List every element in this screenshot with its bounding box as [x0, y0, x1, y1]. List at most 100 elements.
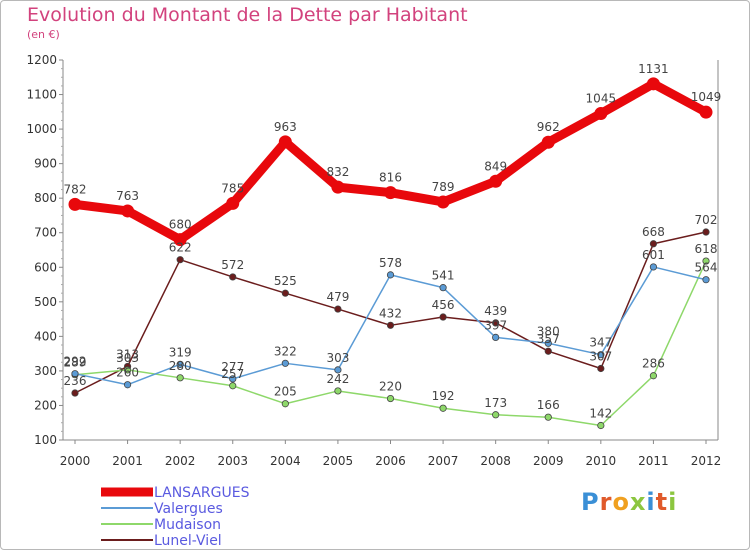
data-label: 1131 [638, 62, 669, 76]
data-point [597, 351, 605, 359]
data-label: 962 [537, 120, 560, 134]
data-point [176, 256, 184, 264]
data-label: 622 [169, 241, 192, 255]
data-label: 313 [116, 347, 139, 361]
data-label: 789 [432, 180, 455, 194]
data-label: 1045 [586, 92, 617, 106]
x-tick-label: 2006 [375, 454, 406, 468]
data-label: 668 [642, 225, 665, 239]
data-point [229, 375, 237, 383]
logo-letter: P [581, 488, 600, 516]
data-point [649, 240, 658, 248]
x-tick-label: 2003 [217, 454, 248, 468]
data-label: 572 [221, 258, 244, 272]
data-labels-layer: 236 313 622 572 525 479 432 456 439 357 307 668 702 2… [64, 62, 722, 421]
logo-letter: i [646, 488, 656, 516]
proxiti-logo: Proxiti [581, 488, 677, 516]
data-point [699, 105, 713, 119]
data-point [229, 382, 237, 390]
data-point [702, 276, 710, 284]
data-label: 601 [642, 248, 665, 262]
data-label: 618 [695, 242, 718, 256]
data-point [229, 273, 237, 281]
data-point [386, 394, 395, 403]
data-label: 303 [326, 351, 349, 365]
y-tick-label: 300 [34, 364, 57, 378]
data-point [649, 263, 658, 271]
data-point [176, 374, 184, 382]
data-label: 173 [484, 396, 507, 410]
data-label: 205 [274, 385, 297, 399]
data-point [439, 284, 447, 292]
data-label: 289 [64, 356, 87, 370]
logo-letter: r [599, 488, 613, 516]
data-label: 432 [379, 306, 402, 320]
data-point [541, 135, 555, 149]
data-label: 319 [169, 345, 192, 359]
legend-label: Mudaison [154, 517, 221, 533]
data-point [334, 387, 342, 395]
series-layer [68, 77, 713, 430]
data-point [384, 186, 397, 200]
data-point [278, 135, 292, 149]
data-point [71, 389, 79, 397]
data-point [123, 381, 132, 389]
data-label: 307 [589, 349, 612, 363]
logo-letter: x [629, 488, 647, 516]
x-tick-label: 2001 [112, 454, 143, 468]
series-lunel-viel [71, 228, 710, 397]
y-tick-label: 800 [34, 191, 57, 205]
legend-item: Lunel-Viel [101, 533, 222, 549]
data-point [176, 360, 184, 368]
data-label: 277 [221, 360, 244, 374]
x-tick-label: 2010 [586, 454, 617, 468]
series-line [70, 79, 711, 245]
x-tick-label: 2004 [270, 454, 301, 468]
data-label: 963 [274, 120, 297, 134]
data-label: 525 [274, 274, 297, 288]
data-label: 380 [537, 324, 560, 338]
series-mudaison [71, 257, 710, 430]
data-label: 322 [274, 344, 297, 358]
legend-item: LANSARGUES [101, 485, 250, 501]
data-point [173, 233, 187, 247]
data-label: 702 [695, 213, 718, 227]
data-label: 849 [484, 159, 507, 173]
data-label: 397 [484, 318, 507, 332]
data-point [436, 195, 450, 209]
x-tick-label: 2011 [638, 454, 669, 468]
data-label: 236 [64, 374, 87, 388]
data-point [123, 366, 132, 374]
data-label: 456 [432, 298, 455, 312]
chart-axes: 100 200 300 400 500 600 700 800 900 1000 1100 1200 2… [26, 53, 721, 468]
data-label: 680 [169, 218, 192, 232]
data-label: 1049 [691, 90, 722, 104]
data-point [489, 174, 503, 188]
data-point [492, 411, 500, 419]
chart-subtitle: (en €) [27, 28, 60, 41]
data-point [281, 400, 289, 408]
data-label: 347 [589, 336, 612, 350]
logo-letter: t [655, 488, 669, 516]
data-label: 578 [379, 256, 402, 270]
data-label: 166 [537, 398, 560, 412]
data-label: 192 [432, 389, 455, 403]
legend-item: Mudaison [101, 517, 221, 533]
data-point [226, 196, 240, 210]
data-point [386, 321, 395, 329]
chart-title: Evolution du Montant de la Dette par Hab… [27, 4, 468, 26]
data-point [544, 413, 552, 421]
data-label: 357 [537, 332, 560, 346]
data-label: 541 [432, 269, 455, 283]
data-point [594, 107, 608, 121]
data-label: 785 [221, 181, 244, 195]
data-point [492, 319, 500, 327]
data-label: 782 [64, 182, 87, 196]
data-point [597, 364, 605, 373]
data-point [386, 271, 395, 279]
data-label: 292 [64, 355, 87, 369]
data-point [439, 313, 447, 321]
data-label: 816 [379, 171, 402, 185]
